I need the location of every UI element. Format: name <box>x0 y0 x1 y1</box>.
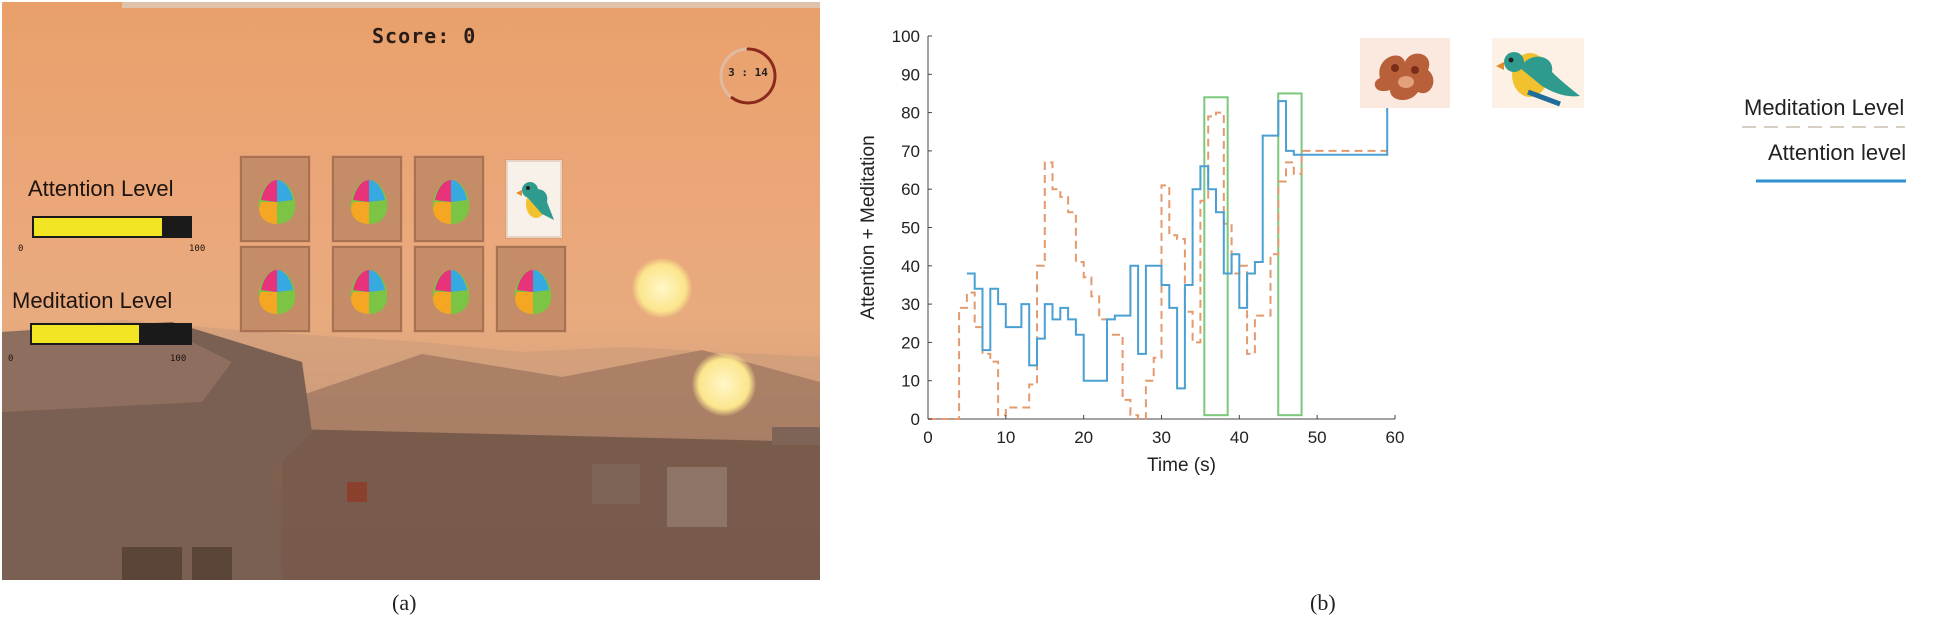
memory-card[interactable] <box>240 246 310 332</box>
memory-card[interactable] <box>414 246 484 332</box>
egg-puzzle-icon <box>432 270 470 314</box>
parrot-icon <box>1492 38 1584 108</box>
y-tick-label: 60 <box>901 180 920 199</box>
parrot-icon <box>516 182 554 220</box>
y-tick-label: 50 <box>901 219 920 238</box>
egg-puzzle-icon <box>350 180 388 224</box>
game-screenshot: Score: 0 3 : 14 Attention Level 0 100 Me… <box>2 2 820 580</box>
attention-max-label: 100 <box>189 244 206 254</box>
x-tick-label: 40 <box>1230 428 1249 447</box>
meditation-max-label: 100 <box>170 354 187 364</box>
chart-panel: 0 10 20 30 40 50 60 70 80 90 100 0 10 20 30 40 50 60 Time … <box>830 0 1934 590</box>
y-tick-label: 20 <box>901 333 920 352</box>
legend-swatches <box>1742 126 1906 183</box>
timer-ring <box>719 47 777 105</box>
legend-meditation: Meditation Level <box>1744 95 1905 120</box>
x-tick-label: 10 <box>996 428 1015 447</box>
highlight-box <box>1277 92 1303 417</box>
attention-min-label: 0 <box>18 244 24 254</box>
memory-card[interactable] <box>414 156 484 242</box>
highlight-box <box>1203 96 1229 417</box>
x-tick-label: 0 <box>923 428 932 447</box>
caption-a: (a) <box>392 590 417 615</box>
attention-bar <box>32 216 192 238</box>
sun-small <box>692 352 756 416</box>
y-tick-label: 40 <box>901 257 920 276</box>
attention-meditation-chart: 0 10 20 30 40 50 60 70 80 90 100 0 10 20 30 40 50 60 Time … <box>858 27 1584 476</box>
y-axis-label: Attention + Meditation <box>858 135 879 319</box>
x-axis-label: Time (s) <box>1147 455 1216 476</box>
y-tick-label: 90 <box>901 65 920 84</box>
desert-background <box>2 320 820 580</box>
memory-card[interactable] <box>506 160 562 238</box>
meditation-bar-fill <box>32 325 140 343</box>
x-tick-label: 20 <box>1074 428 1093 447</box>
caption-b: (b) <box>1310 590 1336 615</box>
memory-card[interactable] <box>240 156 310 242</box>
teddy-bear-icon <box>1360 38 1450 108</box>
egg-puzzle-icon <box>350 270 388 314</box>
memory-card[interactable] <box>332 156 402 242</box>
memory-card[interactable] <box>332 246 402 332</box>
attention-series-line <box>966 70 1389 390</box>
meditation-series-line <box>928 111 1388 420</box>
window-top-strip <box>122 2 820 8</box>
y-tick-label: 0 <box>911 410 920 429</box>
legend-attention: Attention level <box>1768 140 1907 165</box>
y-tick-label: 70 <box>901 142 920 161</box>
attention-label: Attention Level <box>28 176 174 201</box>
memory-card[interactable] <box>496 246 566 332</box>
egg-puzzle-icon <box>432 180 470 224</box>
y-tick-label: 100 <box>892 27 920 46</box>
x-tick-label: 50 <box>1308 428 1327 447</box>
meditation-bar <box>30 323 192 345</box>
y-tick-label: 10 <box>901 372 920 391</box>
egg-puzzle-icon <box>514 270 552 314</box>
meditation-label: Meditation Level <box>12 288 173 313</box>
sun-large <box>632 258 692 318</box>
egg-puzzle-icon <box>258 270 296 314</box>
timer-text: 3 : 14 <box>728 66 768 79</box>
y-tick-label: 30 <box>901 295 920 314</box>
meditation-min-label: 0 <box>8 354 14 364</box>
score-display: Score: 0 <box>372 24 477 48</box>
y-tick-label: 80 <box>901 104 920 123</box>
egg-puzzle-icon <box>258 180 296 224</box>
x-tick-label: 30 <box>1152 428 1171 447</box>
attention-bar-fill <box>34 218 162 236</box>
x-tick-label: 60 <box>1386 428 1405 447</box>
